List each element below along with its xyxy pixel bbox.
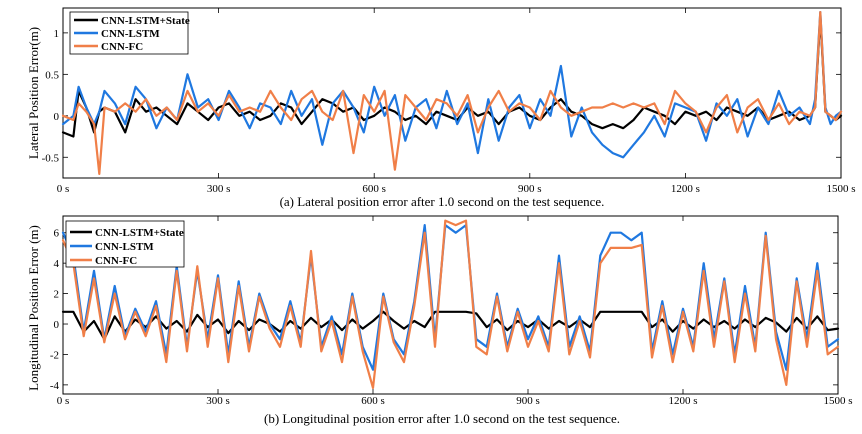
legend-label-b-1: CNN-LSTM bbox=[95, 241, 154, 253]
lateral-error-chart: -0.5 0 0.5 1 0 s 300 s 600 s 900 s 1200 s 1500 s… bbox=[26, 7, 856, 209]
x-tick-label-b-3: 900 s bbox=[516, 395, 540, 407]
y-tick-label-a-3: 1 bbox=[54, 28, 60, 40]
x-tick-label-a-1: 300 s bbox=[207, 183, 231, 195]
legend-label-a-2: CNN-FC bbox=[101, 41, 143, 53]
series-lines-a bbox=[61, 11, 843, 175]
y-tick-label-b-1: -2 bbox=[50, 349, 59, 361]
x-ticks-a: 0 s 300 s 600 s 900 s 1200 s 1500 s bbox=[57, 8, 856, 195]
y-tick-label-a-2: 0.5 bbox=[45, 69, 59, 81]
y-tick-label-b-4: 4 bbox=[54, 258, 60, 270]
y-tick-label-b-5: 6 bbox=[54, 228, 60, 240]
series-line-b-2 bbox=[61, 219, 840, 389]
x-ticks-b: 0 s 300 s 600 s 900 s 1200 s 1500 s bbox=[57, 216, 853, 407]
caption-b: (b) Longitudinal position error after 1.… bbox=[264, 411, 620, 426]
legend-label-b-2: CNN-FC bbox=[95, 255, 137, 267]
y-tick-label-b-2: 0 bbox=[54, 319, 60, 331]
y-axis-label-a: Lateral Position Error(m) bbox=[26, 27, 41, 159]
x-tick-label-b-5: 1500 s bbox=[823, 395, 852, 407]
x-tick-label-b-1: 300 s bbox=[206, 395, 230, 407]
x-tick-label-a-0: 0 s bbox=[57, 183, 70, 195]
caption-a: (a) Lateral position error after 1.0 sec… bbox=[280, 194, 605, 209]
series-line-a-0 bbox=[61, 15, 843, 138]
x-tick-label-a-5: 1500 s bbox=[826, 183, 855, 195]
legend-label-b-0: CNN-LSTM+State bbox=[95, 227, 184, 239]
series-lines-b bbox=[61, 219, 840, 389]
x-tick-label-b-0: 0 s bbox=[57, 395, 70, 407]
legend-a: CNN-LSTM+State CNN-LSTM CNN-FC bbox=[69, 11, 190, 55]
y-tick-label-a-0: -0.5 bbox=[42, 152, 60, 164]
y-ticks-b: -4 -2 0 2 4 6 bbox=[50, 228, 838, 392]
x-tick-label-a-2: 600 s bbox=[362, 183, 386, 195]
x-tick-label-a-4: 1200 s bbox=[671, 183, 700, 195]
legend-label-a-0: CNN-LSTM+State bbox=[101, 15, 190, 27]
y-tick-label-b-0: -4 bbox=[50, 380, 60, 392]
x-tick-label-b-4: 1200 s bbox=[668, 395, 697, 407]
y-tick-label-a-1: 0 bbox=[54, 111, 60, 123]
x-tick-label-b-2: 600 s bbox=[361, 395, 385, 407]
x-tick-label-a-3: 900 s bbox=[518, 183, 542, 195]
legend-b: CNN-LSTM+State CNN-LSTM CNN-FC bbox=[65, 220, 185, 268]
series-line-b-0 bbox=[61, 310, 840, 341]
plot-frame-a bbox=[62, 7, 842, 179]
y-tick-label-b-3: 2 bbox=[54, 289, 60, 301]
plot-frame-b bbox=[62, 215, 839, 395]
series-line-a-2 bbox=[61, 11, 843, 175]
legend-label-a-1: CNN-LSTM bbox=[101, 28, 160, 40]
y-axis-label-b: Longitudinal Position Error (m) bbox=[26, 225, 41, 391]
series-line-a-1 bbox=[61, 11, 843, 159]
